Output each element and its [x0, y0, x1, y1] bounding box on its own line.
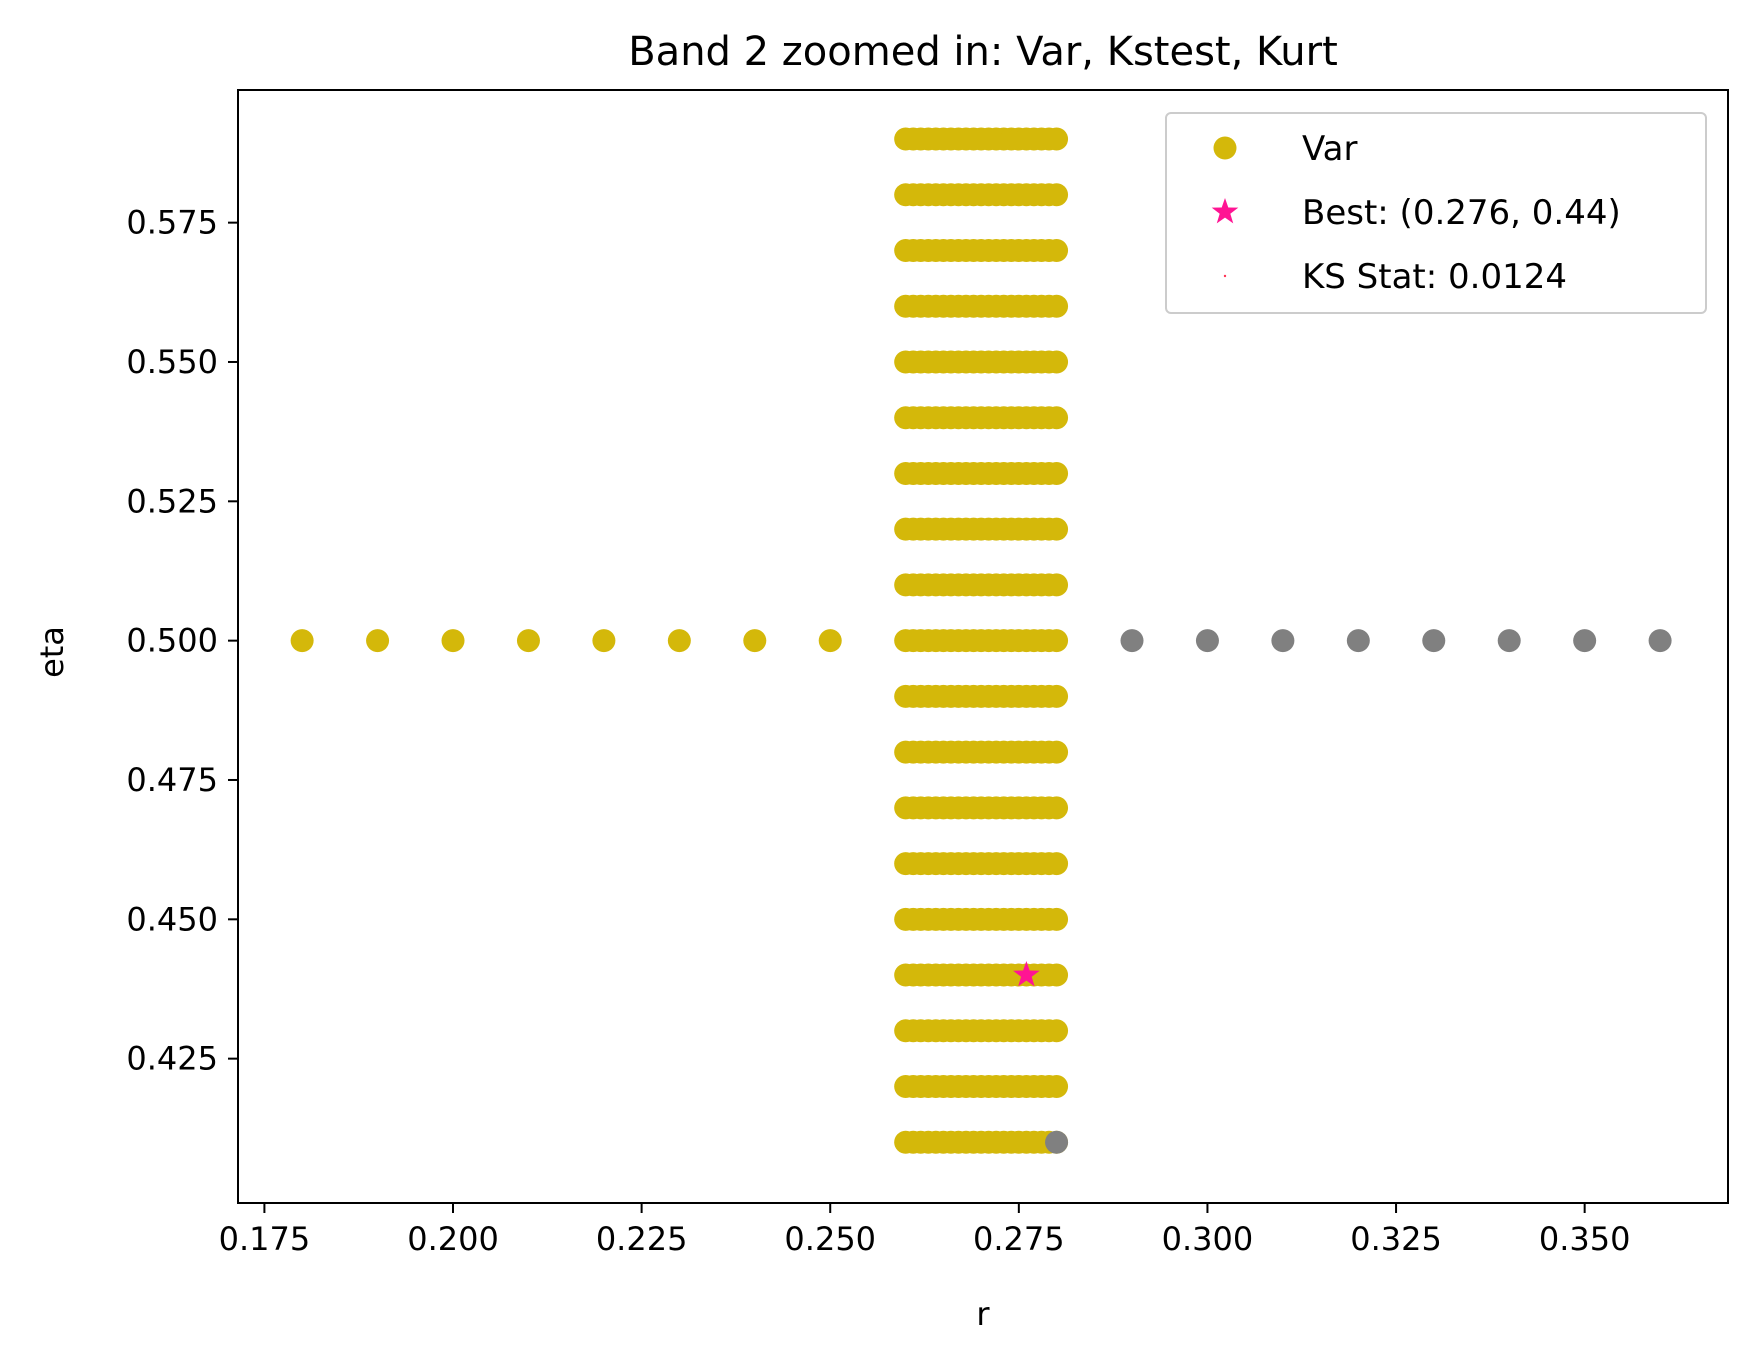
data-point — [1045, 684, 1069, 708]
data-point — [1346, 629, 1370, 653]
data-point — [1045, 1019, 1069, 1043]
data-point — [1045, 350, 1069, 374]
legend-label: KS Stat: 0.0124 — [1302, 257, 1567, 297]
data-point — [1271, 629, 1295, 653]
y-tick-label: 0.450 — [126, 900, 218, 938]
x-tick-label: 0.225 — [596, 1220, 688, 1258]
data-point — [1045, 127, 1069, 151]
plot-frame — [237, 89, 1729, 1204]
x-tick-label: 0.325 — [1350, 1220, 1442, 1258]
data-point — [1045, 406, 1069, 430]
data-point — [818, 629, 842, 653]
data-point — [1045, 239, 1069, 263]
legend-marker-ks — [1223, 274, 1227, 278]
x-tick-label: 0.350 — [1539, 1220, 1631, 1258]
data-point — [366, 629, 390, 653]
chart-title: Band 2 zoomed in: Var, Kstest, Kurt — [628, 29, 1338, 75]
y-tick-label: 0.425 — [126, 1040, 218, 1078]
x-tick-label: 0.200 — [407, 1220, 499, 1258]
data-point — [1045, 796, 1069, 820]
legend-label: Var — [1302, 129, 1357, 169]
x-tick-label: 0.300 — [1162, 1220, 1254, 1258]
data-point — [1573, 629, 1597, 653]
data-point — [1045, 629, 1069, 653]
data-point — [1195, 629, 1219, 653]
y-tick-label: 0.525 — [126, 482, 218, 520]
x-axis-title: r — [976, 1295, 990, 1333]
axes: 0.175 0.200 0.225 0.250 0.275 0.300 0.325 0.350… — [126, 89, 1729, 1258]
x-tick-label: 0.250 — [784, 1220, 876, 1258]
legend-marker-best — [1211, 198, 1239, 224]
plot-area — [290, 127, 1672, 1154]
legend: Var Best: (0.276, 0.44) KS Stat: 0.0124 — [1165, 112, 1707, 314]
data-point — [1120, 629, 1144, 653]
data-point — [516, 629, 540, 653]
data-point — [1497, 629, 1521, 653]
data-point — [1045, 294, 1069, 318]
y-tick-label: 0.550 — [126, 343, 218, 381]
data-point — [1045, 852, 1069, 876]
data-point — [592, 629, 616, 653]
data-point — [1422, 629, 1446, 653]
data-point — [1045, 461, 1069, 485]
data-point — [441, 629, 465, 653]
data-point — [290, 629, 314, 653]
best-point-star — [1013, 961, 1040, 987]
data-point — [1045, 1075, 1069, 1099]
data-point — [1648, 629, 1672, 653]
data-point — [1045, 740, 1069, 764]
y-tick-label: 0.500 — [126, 622, 218, 660]
data-point — [1045, 183, 1069, 207]
data-point — [1045, 907, 1069, 931]
data-point — [743, 629, 767, 653]
x-tick-label: 0.175 — [219, 1220, 311, 1258]
y-axis-title: eta — [33, 626, 71, 678]
data-point — [1045, 573, 1069, 597]
x-tick-label: 0.275 — [973, 1220, 1065, 1258]
data-point — [1045, 963, 1069, 987]
y-tick-label: 0.575 — [126, 204, 218, 242]
y-tick-label: 0.475 — [126, 761, 218, 799]
legend-marker-var — [1213, 136, 1237, 160]
legend-label: Best: (0.276, 0.44) — [1302, 193, 1621, 233]
legend-box — [1165, 112, 1707, 314]
data-point — [1045, 517, 1069, 541]
data-point — [1045, 1130, 1069, 1154]
data-point — [667, 629, 691, 653]
